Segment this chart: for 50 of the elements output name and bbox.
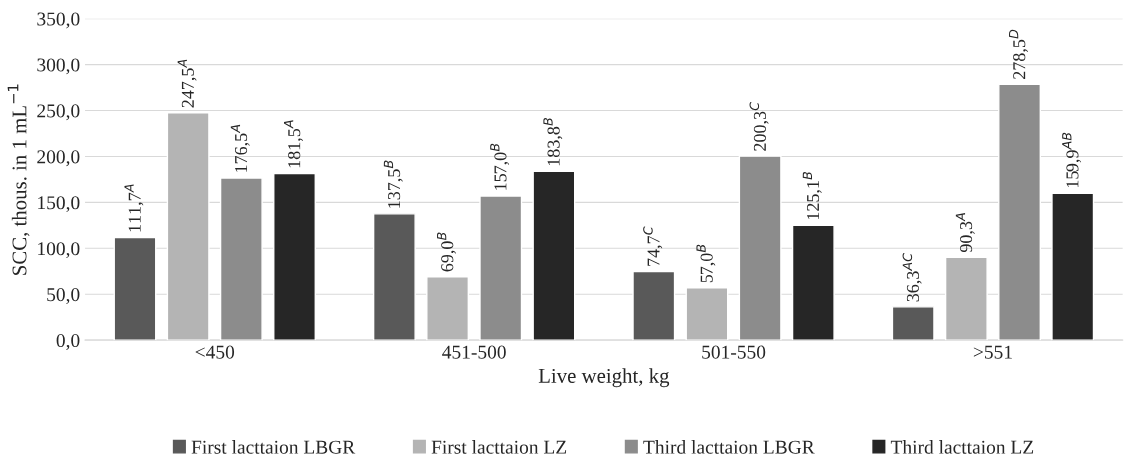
x-tick-label: 451-500 — [442, 345, 506, 359]
bar — [891, 306, 935, 341]
y-tick-label: 100,0 — [38, 242, 80, 259]
x-tick-label: >551 — [973, 345, 1012, 359]
y-tick-label: 50,0 — [47, 288, 80, 304]
bar — [479, 195, 523, 341]
x-tick-label: <450 — [195, 345, 235, 359]
bar — [738, 155, 782, 341]
bar — [1051, 192, 1095, 341]
bar — [532, 170, 576, 341]
data-label: 159,9$^{AB}$ — [1062, 132, 1082, 188]
bar — [944, 256, 988, 341]
data-label: 181,5$^{A}$ — [283, 120, 303, 168]
y-tick-label: 150,0 — [38, 196, 80, 213]
bar — [219, 177, 263, 341]
legend-label: Third lacttaion LBGR — [643, 440, 815, 454]
data-label: 176,5$^{A}$ — [230, 124, 250, 172]
data-label: 278,5$^{D}$ — [1009, 29, 1028, 79]
data-label: 57,0$^{B}$ — [696, 244, 716, 283]
data-label: 247,5$^{A}$ — [177, 59, 197, 108]
bar — [685, 287, 729, 341]
y-tick-label: 200,0 — [37, 150, 80, 167]
x-tick-label: 501-550 — [702, 345, 766, 359]
data-label: 200,3$^{C}$ — [749, 101, 769, 151]
y-tick-label: 0,0 — [56, 334, 80, 350]
legend-label: First lacttaion LZ — [431, 440, 567, 454]
data-label: 125,1$^{B}$ — [802, 171, 822, 220]
bar — [166, 112, 210, 341]
bar — [791, 224, 835, 341]
y-axis-title: SCC, thous. in 1 mL$^{−1}$ — [7, 84, 30, 275]
data-label: 36,3$^{AC}$ — [902, 253, 922, 302]
bar — [632, 270, 676, 341]
legend-label: First lacttaion LBGR — [191, 440, 356, 454]
data-label: 137,5$^{B}$ — [383, 160, 403, 208]
data-label: 111,7$^{A}$ — [124, 184, 144, 232]
bar — [426, 276, 470, 341]
data-label: 74,7$^{C}$ — [643, 226, 663, 266]
data-label: 90,3$^{A}$ — [955, 213, 975, 253]
bar — [113, 236, 157, 341]
data-label: 69,0$^{B}$ — [437, 232, 456, 272]
bar — [998, 83, 1041, 341]
y-tick-label: 350,0 — [37, 12, 80, 29]
y-tick-label: 300,0 — [37, 58, 80, 75]
legend-label: Third lacttaion LZ — [890, 440, 1034, 454]
bar — [273, 172, 316, 341]
bar — [372, 213, 416, 341]
x-axis-title: Live weight, kg — [538, 368, 670, 388]
data-label: 183,8$^{B}$ — [543, 118, 563, 166]
data-label: 157,0$^{B}$ — [490, 143, 510, 190]
y-tick-label: 250,0 — [37, 104, 80, 121]
